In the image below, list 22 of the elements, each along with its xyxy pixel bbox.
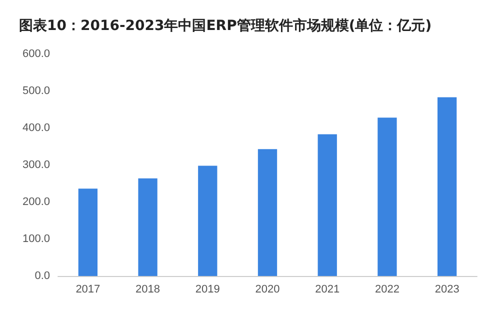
x-tick-label: 2018	[136, 284, 160, 296]
bar	[437, 97, 457, 276]
bar	[258, 149, 278, 276]
y-tick-label: 600.0	[22, 48, 50, 60]
y-tick-label: 500.0	[22, 85, 50, 97]
x-tick-label: 2017	[76, 284, 100, 296]
y-tick-label: 100.0	[22, 233, 50, 245]
bar	[198, 166, 218, 276]
y-tick-label: 0.0	[34, 270, 50, 282]
x-tick-label: 2020	[255, 284, 280, 296]
x-tick-label: 2023	[434, 284, 460, 296]
x-tick-label: 2019	[195, 284, 220, 296]
y-tick-label: 200.0	[22, 196, 50, 208]
bar	[138, 178, 158, 276]
bar	[378, 118, 397, 276]
bar	[318, 134, 337, 276]
chart-title: 图表10：2016-2023年中国ERP管理软件市场规模(单位：亿元)	[19, 17, 432, 34]
y-tick-label: 300.0	[22, 159, 50, 171]
x-tick-label: 2022	[374, 284, 400, 296]
y-tick-label: 400.0	[22, 122, 50, 134]
x-tick-label: 2021	[315, 284, 340, 296]
bar	[78, 188, 98, 276]
